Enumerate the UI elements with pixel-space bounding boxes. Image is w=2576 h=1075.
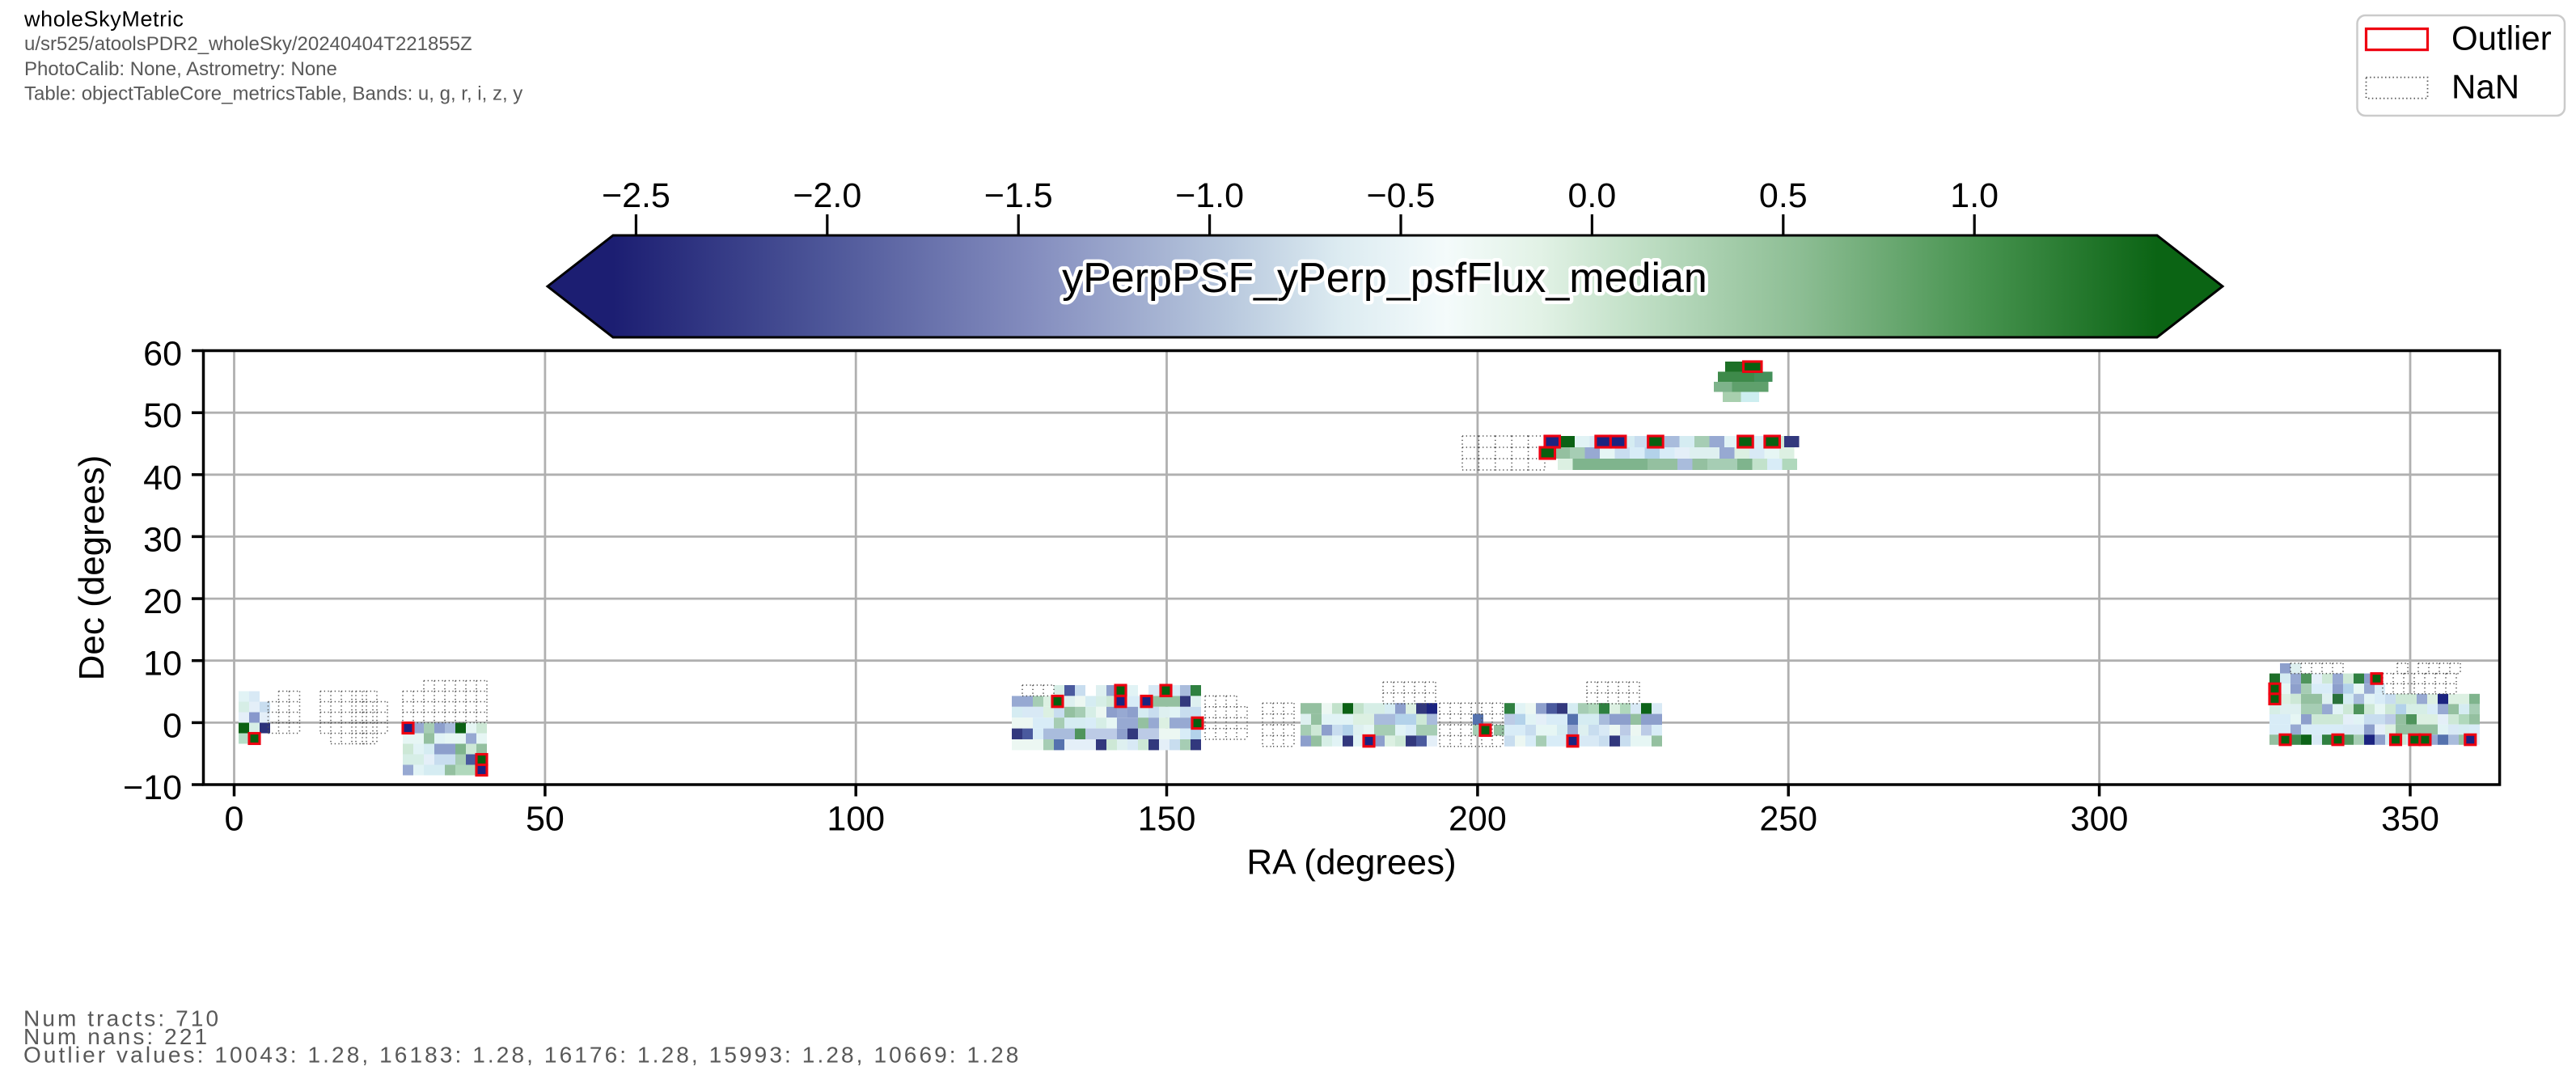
svg-text:150: 150 [1138, 800, 1196, 839]
svg-text:50: 50 [143, 396, 182, 435]
svg-text:30: 30 [143, 520, 182, 559]
svg-text:u/sr525/atoolsPDR2_wholeSky/20: u/sr525/atoolsPDR2_wholeSky/20240404T221… [24, 33, 472, 55]
svg-text:1.0: 1.0 [1950, 176, 1999, 215]
svg-text:Outlier values: 10043: 1.28, 1: Outlier values: 10043: 1.28, 16183: 1.28… [23, 1043, 1021, 1068]
svg-text:−0.5: −0.5 [1367, 176, 1436, 215]
svg-text:Table: objectTableCore_metrics: Table: objectTableCore_metricsTable, Ban… [24, 83, 522, 104]
svg-text:200: 200 [1449, 800, 1507, 839]
svg-text:Num nans: 221: Num nans: 221 [23, 1024, 209, 1049]
svg-text:0: 0 [225, 800, 244, 839]
svg-text:0.5: 0.5 [1759, 176, 1808, 215]
svg-text:0.0: 0.0 [1568, 176, 1617, 215]
svg-text:350: 350 [2381, 800, 2439, 839]
svg-text:−10: −10 [123, 768, 182, 807]
svg-text:Outlier: Outlier [2451, 19, 2552, 57]
svg-text:NaN: NaN [2451, 68, 2519, 106]
svg-text:40: 40 [143, 459, 182, 497]
svg-text:−1.5: −1.5 [984, 176, 1053, 215]
svg-text:PhotoCalib: None, Astrometry:: PhotoCalib: None, Astrometry: None [24, 58, 337, 80]
svg-text:100: 100 [827, 800, 885, 839]
svg-text:−2.5: −2.5 [602, 176, 670, 215]
svg-text:300: 300 [2071, 800, 2129, 839]
svg-text:RA (degrees): RA (degrees) [1246, 843, 1456, 882]
svg-text:50: 50 [526, 800, 565, 839]
svg-text:Num tracts: 710: Num tracts: 710 [23, 1006, 221, 1031]
svg-text:−2.0: −2.0 [793, 176, 861, 215]
svg-text:0: 0 [163, 706, 182, 745]
svg-text:60: 60 [143, 335, 182, 374]
svg-text:250: 250 [1759, 800, 1817, 839]
svg-text:wholeSkyMetric: wholeSkyMetric [23, 7, 184, 32]
svg-text:−1.0: −1.0 [1175, 176, 1244, 215]
svg-text:20: 20 [143, 582, 182, 621]
svg-text:yPerpPSF_yPerp_psfFlux_median: yPerpPSF_yPerp_psfFlux_median [1062, 255, 1707, 302]
svg-text:10: 10 [143, 645, 182, 684]
svg-text:Dec (degrees): Dec (degrees) [72, 455, 112, 681]
